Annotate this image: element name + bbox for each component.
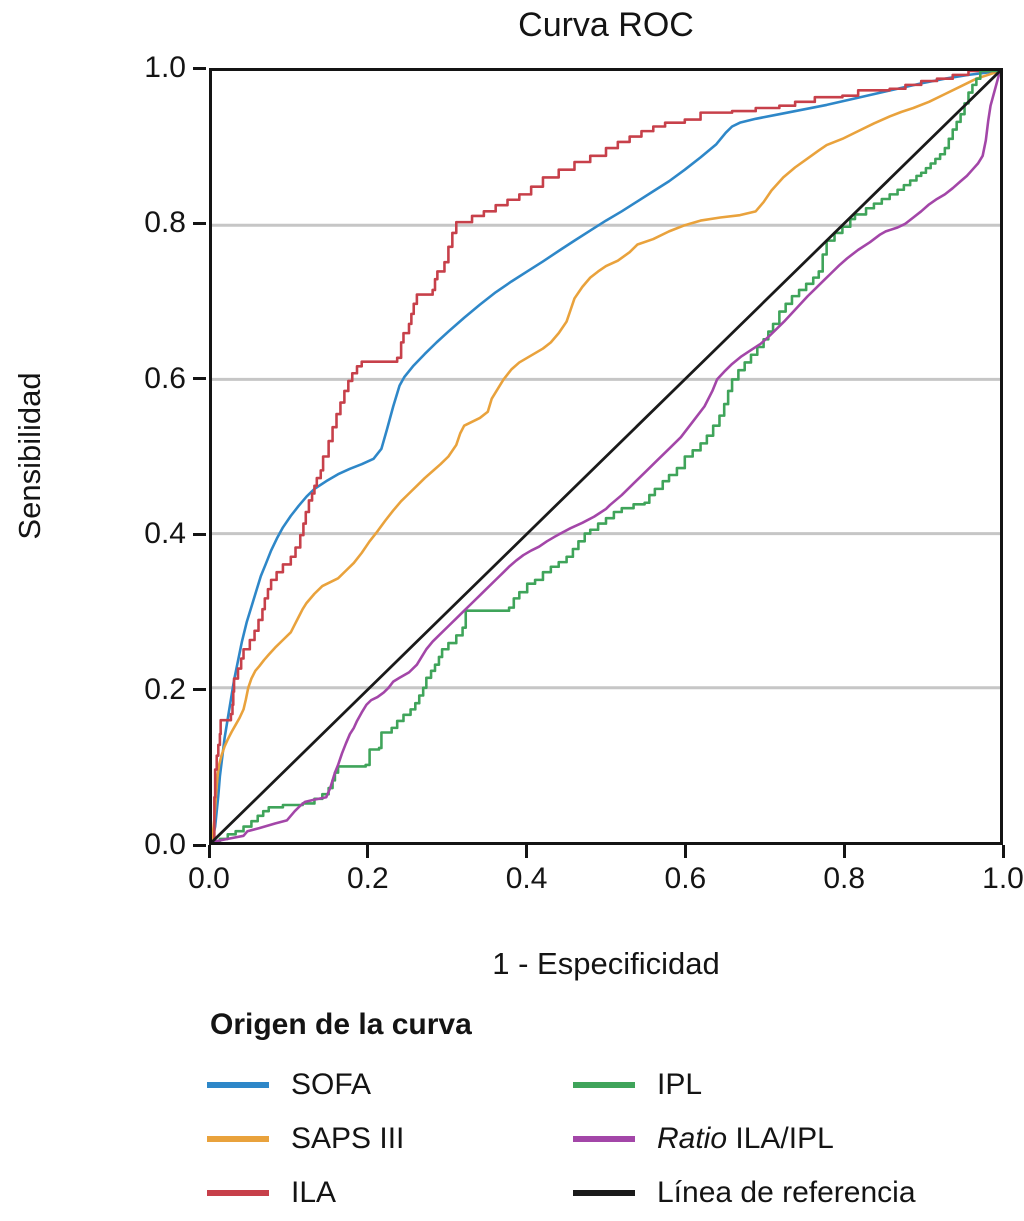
y-tick-label-1.0: 1.0 [144,51,186,84]
x-tick-0.6 [683,845,687,858]
x-tick-label-0.4: 0.4 [505,862,548,895]
curve-sofa [212,71,1000,842]
legend-swatch [207,1190,269,1196]
legend-swatch [207,1082,269,1088]
legend-item-ila: ILA [207,1166,573,1220]
chart-title: Curva ROC [518,6,694,44]
y-tick-0.0 [193,843,206,847]
x-tick-label-1.0: 1.0 [982,862,1024,895]
curve-saps-iii [212,71,1000,842]
y-tick-label-0.0: 0.0 [144,828,186,861]
legend: Origen de la curva SOFA SAPS III ILA IPL Rat… [207,1008,916,1220]
y-tick-label-0.2: 0.2 [144,672,186,706]
legend-item-ratio-ila-ipl: Ratio ILA/IPL [573,1112,916,1166]
y-tick-1.0 [193,66,206,70]
legend-header: Origen de la curva [210,1008,472,1041]
x-tick-0.4 [525,845,529,858]
legend-label: Ratio ILA/IPL [657,1122,834,1155]
y-axis-label: Sensibilidad [12,372,47,540]
x-tick-0.0 [207,845,211,858]
legend-swatch [207,1136,269,1142]
curve-ipl [212,71,1000,842]
plot-area [209,68,1003,845]
x-tick-0.2 [366,845,370,858]
legend-item-ipl: IPL [573,1058,916,1112]
x-tick-label-0.0: 0.0 [188,862,230,895]
legend-swatch [573,1136,635,1142]
legend-label: SOFA [291,1068,372,1101]
x-tick-0.8 [842,845,846,858]
y-tick-label-0.8: 0.8 [144,206,186,240]
y-tick-0.8 [193,221,206,225]
y-tick-0.6 [193,377,206,381]
y-tick-0.2 [193,688,206,692]
y-tick-label-0.4: 0.4 [144,517,186,551]
x-tick-label-0.8: 0.8 [823,862,866,895]
y-tick-label-0.6: 0.6 [144,361,186,395]
legend-swatch [573,1082,635,1088]
x-axis-label: 1 - Especificidad [492,946,720,981]
x-tick-label-0.6: 0.6 [664,862,707,895]
roc-curves-svg [212,71,1000,842]
legend-item-sofa: SOFA [207,1058,573,1112]
curve-ratio-ila-ipl [212,71,1000,842]
legend-item-l-nea-de-referencia: Línea de referencia [573,1166,916,1220]
legend-label: ILA [291,1176,337,1209]
legend-swatch [573,1190,635,1196]
legend-label: IPL [657,1068,703,1101]
x-tick-1.0 [1001,845,1005,858]
legend-items: SOFA SAPS III ILA IPL Ratio ILA/IPL Línea de … [207,1058,916,1220]
x-tick-label-0.2: 0.2 [346,862,389,895]
y-tick-0.4 [193,532,206,536]
curve-l-nea-de-referencia [212,71,1000,842]
legend-label: Línea de referencia [657,1176,916,1209]
legend-item-saps-iii: SAPS III [207,1112,573,1166]
legend-label: SAPS III [291,1122,405,1155]
curve-ila [212,71,1000,842]
